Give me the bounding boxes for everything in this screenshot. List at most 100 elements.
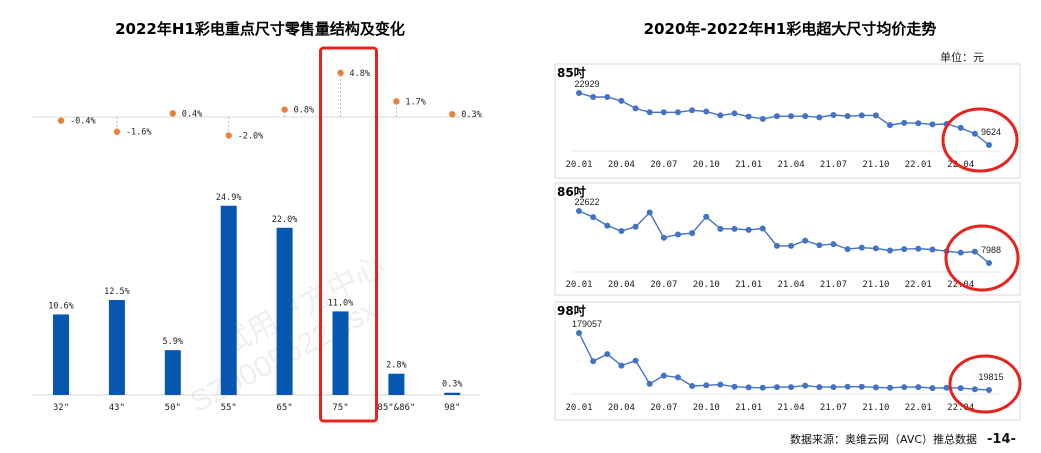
data-point (703, 382, 710, 389)
data-point (788, 113, 795, 120)
x-tick-label: 21.04 (778, 403, 805, 413)
x-tick-label: 20.01 (565, 280, 592, 290)
page-number: -14- (987, 432, 1016, 447)
data-point (986, 142, 992, 148)
change-value-label: -2.0% (238, 131, 264, 141)
panel-title: 86吋 (557, 184, 586, 199)
data-point (816, 114, 823, 121)
data-point (887, 122, 894, 129)
data-point (802, 113, 809, 120)
data-point (929, 246, 936, 253)
data-point (957, 249, 964, 256)
x-tick-label: 20.04 (608, 280, 635, 290)
data-point (830, 241, 837, 248)
data-point (660, 372, 667, 379)
bar-value-label: 24.9% (216, 193, 242, 203)
data-point (674, 109, 681, 116)
change-value-label: -0.4% (70, 117, 96, 127)
highlight-box-75 (319, 46, 378, 423)
bar-value-label: 0.3% (442, 380, 462, 390)
data-point (858, 383, 865, 390)
data-point (971, 386, 978, 393)
data-point (957, 385, 964, 392)
x-tick-label: 20.07 (650, 280, 677, 290)
data-point (646, 380, 653, 387)
data-point (872, 112, 879, 119)
bar (444, 392, 461, 395)
data-point (802, 382, 809, 389)
change-dot (57, 117, 65, 124)
highlight-ellipse (948, 354, 1022, 414)
change-dot (281, 106, 288, 113)
x-tick-label: 21.01 (735, 403, 762, 413)
right-chart-title: 2020年-2022年H1彩电超大尺寸均价走势 (643, 20, 937, 38)
bar-value-label: 5.9% (163, 337, 183, 347)
x-tick-label: 22.04 (947, 403, 974, 413)
highlight-ellipse (944, 224, 1020, 292)
data-point (689, 107, 696, 114)
last-value-label: 19815 (978, 372, 1003, 382)
size-structure-chart: 10.6% 32" -0.4% 12.5% 43" -1.6% 5.9% 50" 0.4% 24.… (33, 46, 485, 423)
category-label: 43" (109, 403, 125, 413)
change-value-label: 0.8% (294, 106, 314, 116)
x-tick-label: 21.01 (735, 160, 762, 170)
category-label: 32" (53, 403, 69, 413)
data-point (731, 110, 738, 117)
bar-value-label: 10.6% (48, 301, 74, 311)
data-point (816, 242, 823, 249)
change-dot (449, 111, 456, 118)
x-tick-label: 20.10 (693, 280, 720, 290)
data-point (590, 94, 597, 101)
data-point (858, 112, 865, 119)
category-label: 75" (332, 403, 348, 413)
x-tick-label: 21.04 (778, 160, 805, 170)
bar (108, 300, 125, 395)
data-point (901, 384, 908, 391)
data-point (703, 108, 710, 115)
unit-label: 单位：元 (940, 51, 984, 64)
data-point (830, 384, 837, 391)
data-point (646, 109, 653, 116)
data-point (788, 384, 795, 391)
category-label: 85"&86" (377, 403, 415, 413)
data-point (660, 109, 667, 116)
panel-frame (554, 63, 1021, 179)
data-point (872, 245, 879, 252)
data-point (915, 384, 922, 391)
bar (53, 314, 69, 395)
data-point (887, 247, 894, 254)
data-point (674, 231, 681, 238)
bar-value-label: 2.8% (386, 361, 406, 371)
data-point (773, 384, 780, 391)
bar (332, 311, 349, 395)
x-tick-label: 20.04 (608, 403, 635, 413)
data-point (745, 113, 752, 120)
data-point (915, 120, 922, 127)
data-point (689, 382, 696, 389)
data-source-footer: 数据来源：奥维云网（AVC）推总数据 -14- (790, 431, 1016, 447)
change-value-label: -1.6% (126, 128, 152, 138)
data-point (632, 357, 639, 364)
x-tick-label: 20.07 (650, 403, 677, 413)
left-chart-title: 2022年H1彩电重点尺寸零售量结构及变化 (115, 20, 405, 38)
x-tick-label: 21.07 (820, 403, 847, 413)
highlight-ellipse (941, 107, 1019, 173)
data-point (604, 94, 611, 101)
panel-title: 85吋 (557, 65, 586, 80)
x-tick-label: 21.10 (862, 280, 889, 290)
change-dot (337, 69, 344, 77)
bar (388, 373, 405, 395)
last-value-label: 9624 (981, 127, 1001, 137)
x-tick-label: 21.10 (862, 403, 889, 413)
x-tick-label: 22.01 (905, 160, 932, 170)
data-point (915, 245, 922, 252)
bar (164, 350, 181, 395)
x-tick-label: 22.01 (905, 403, 932, 413)
data-point (788, 242, 795, 249)
bar-value-label: 22.0% (272, 215, 298, 225)
